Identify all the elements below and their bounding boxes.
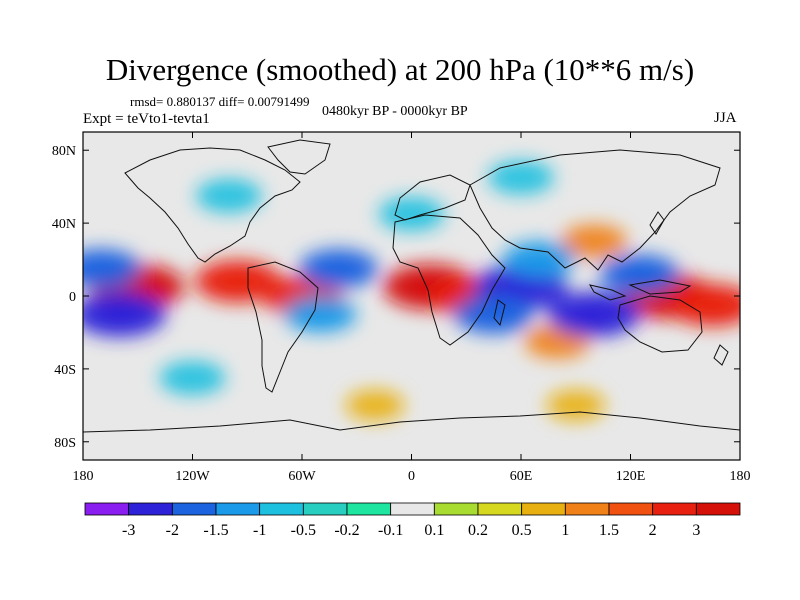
colorbar-label: 0.1	[424, 522, 444, 539]
colorbar-swatch	[84, 502, 130, 516]
colorbar-label: -3	[122, 522, 135, 539]
colorbar-swatch	[564, 502, 610, 516]
field-feature-18	[378, 197, 445, 231]
field-feature-7	[561, 224, 627, 259]
lat-tick-label: 80N	[52, 144, 76, 159]
field-feature-22	[546, 389, 606, 421]
colorbar-label: -1.5	[203, 522, 228, 539]
lon-tick-label: 0	[408, 469, 415, 484]
colorbar-swatch	[695, 502, 741, 516]
colorbar-swatch	[390, 502, 435, 516]
colorbar-swatch	[259, 502, 304, 516]
lat-tick-label: 40S	[54, 363, 76, 378]
field-feature-core-12	[300, 304, 341, 325]
lon-tick-label: 120E	[616, 469, 646, 484]
divergence-field	[83, 160, 740, 421]
colorbar-swatch	[521, 502, 566, 516]
colorbar-label: -2	[166, 522, 179, 539]
colorbar-swatch	[433, 502, 479, 516]
map-axes: 180 120W 60W 0 60E 120E 180 80N 40N 0 40S 80S	[52, 132, 751, 484]
lon-tick-label: 180	[730, 469, 751, 484]
field-feature-core-15	[568, 301, 620, 327]
colorbar-label: 1.5	[599, 522, 619, 539]
colorbar-label: 0.5	[512, 522, 532, 539]
lat-tick-label: 80S	[54, 436, 76, 451]
field-feature-core-9	[93, 301, 146, 327]
field-feature-core-14	[471, 303, 516, 326]
coastlines	[83, 139, 740, 433]
colorbar-label: 3	[692, 522, 700, 539]
period-label: 0480kyr BP - 0000kyr BP	[322, 104, 468, 119]
field-feature-core-11	[316, 257, 361, 280]
field-feature-core-17	[519, 249, 560, 270]
colorbar-swatch	[171, 502, 217, 516]
field-feature-23	[345, 389, 405, 421]
colorbar-swatch	[128, 502, 173, 516]
field-feature-core-10	[83, 257, 124, 280]
lon-tick-label: 60W	[288, 469, 316, 484]
colorbar-label: 1	[561, 522, 569, 539]
chart-title: Divergence (smoothed) at 200 hPa (10**6 …	[105, 52, 695, 87]
colorbar-swatch	[608, 502, 654, 516]
field-feature-core-1	[214, 269, 263, 294]
lon-tick-label: 120W	[175, 469, 210, 484]
colorbar-label: -1	[253, 522, 266, 539]
colorbar-swatch	[302, 502, 348, 516]
lon-tick-label: 60E	[510, 469, 533, 484]
field-feature-core-16	[617, 263, 662, 286]
field-feature-20	[488, 160, 554, 195]
colorbar-swatch	[346, 502, 392, 516]
colorbar-label: -0.1	[378, 522, 403, 539]
experiment-label: Expt = teVto1-tevta1	[83, 111, 210, 127]
colorbar-swatch	[652, 502, 697, 516]
season-label: JJA	[714, 110, 737, 126]
field-feature-21	[159, 361, 226, 395]
rmsd-diff-stats: rmsd= 0.880137 diff= 0.00791499	[130, 94, 310, 109]
lon-tick-label: 180	[73, 469, 94, 484]
colorbar-swatch	[215, 502, 261, 516]
colorbar-swatch	[477, 502, 523, 516]
colorbar: -3 -2 -1.5 -1 -0.5 -0.2 -0.1 0.1 0.2 0.5 1 1.5 2 3	[84, 502, 741, 539]
field-feature-core-6	[688, 293, 737, 317]
colorbar-label: -0.2	[334, 522, 359, 539]
lat-tick-label: 40N	[52, 217, 76, 232]
lat-tick-label: 0	[69, 290, 76, 305]
colorbar-label: 2	[649, 522, 657, 539]
field-feature-core-13	[495, 274, 547, 300]
field-feature-19	[196, 178, 262, 213]
colorbar-label: 0.2	[468, 522, 488, 539]
colorbar-label: -0.5	[291, 522, 316, 539]
